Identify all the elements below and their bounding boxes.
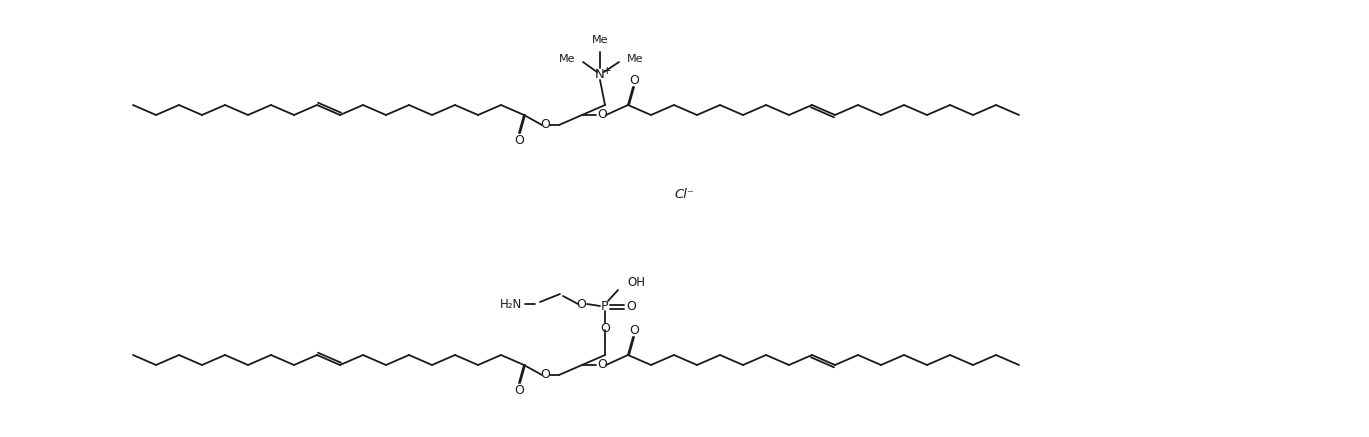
Text: H₂N: H₂N [500, 298, 522, 311]
Text: O: O [597, 108, 606, 121]
Text: O: O [576, 298, 586, 311]
Text: OH: OH [627, 277, 645, 289]
Text: O: O [539, 368, 550, 382]
Text: O: O [597, 358, 606, 371]
Text: N: N [596, 69, 605, 81]
Text: O: O [600, 322, 611, 334]
Text: +: + [602, 66, 612, 76]
Text: O: O [630, 323, 639, 336]
Text: Cl⁻: Cl⁻ [674, 188, 694, 201]
Text: O: O [626, 301, 637, 313]
Text: O: O [515, 384, 524, 396]
Text: O: O [515, 133, 524, 146]
Text: P: P [601, 299, 609, 312]
Text: Me: Me [559, 54, 575, 64]
Text: Me: Me [627, 54, 643, 64]
Text: O: O [630, 73, 639, 87]
Text: Me: Me [591, 35, 608, 45]
Text: O: O [539, 118, 550, 132]
